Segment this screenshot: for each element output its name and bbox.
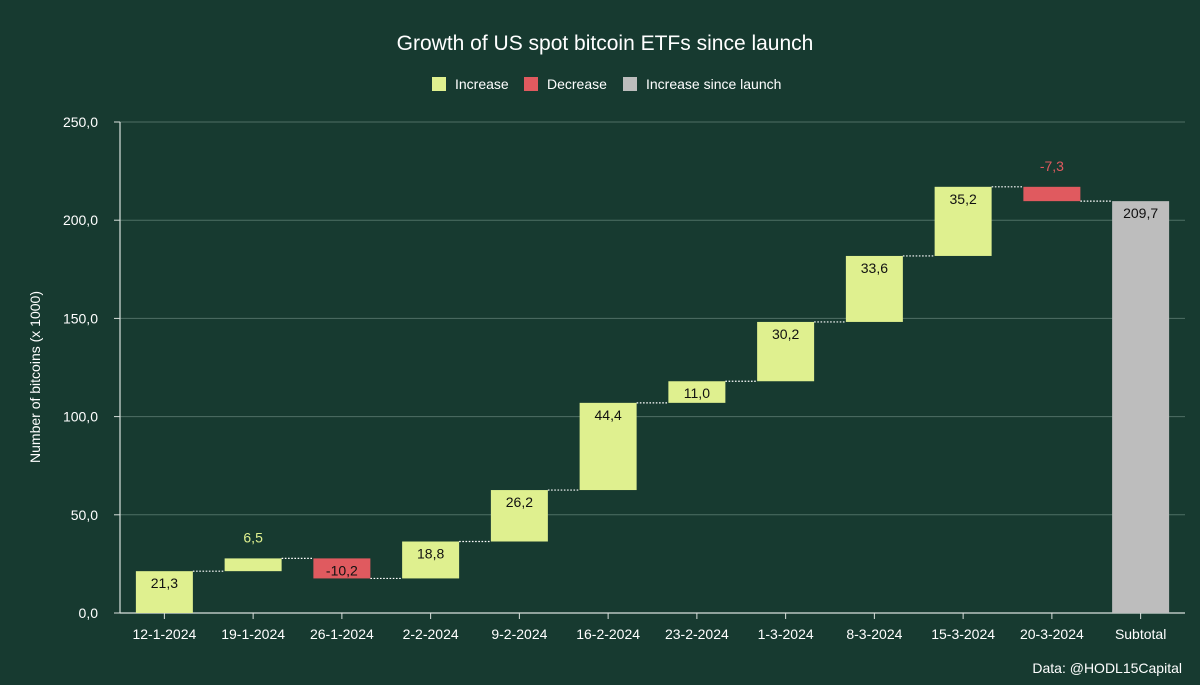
data-label: -10,2 — [326, 562, 358, 578]
legend-label: Increase since launch — [646, 76, 781, 92]
bar-increase — [668, 381, 726, 403]
data-label: 11,0 — [684, 385, 710, 401]
chart-title: Growth of US spot bitcoin ETFs since lau… — [397, 32, 814, 55]
data-label: 209,7 — [1123, 205, 1158, 221]
data-label: 44,4 — [595, 407, 622, 423]
data-label: 6,5 — [243, 529, 263, 545]
legend-label: Increase — [455, 76, 509, 92]
connector-lines — [192, 186, 1113, 580]
legend-swatch — [623, 77, 637, 91]
x-tick-label: Subtotal — [1115, 626, 1166, 642]
y-tick-label: 150,0 — [63, 310, 98, 326]
bar-increase — [757, 321, 815, 382]
data-label: 21,3 — [151, 575, 178, 591]
bar-increase — [579, 402, 637, 491]
data-label: 30,2 — [772, 326, 799, 342]
x-tick-label: 16-2-2024 — [576, 626, 640, 642]
legend-label: Decrease — [547, 76, 607, 92]
grid-lines — [120, 121, 1185, 614]
bar-increase — [845, 255, 903, 322]
x-tick-label: 19-1-2024 — [221, 626, 285, 642]
x-tick-label: 9-2-2024 — [491, 626, 547, 642]
x-tick-label: 23-2-2024 — [665, 626, 729, 642]
bar-increase — [934, 186, 992, 256]
bar-increase — [490, 490, 548, 542]
data-label: 35,2 — [950, 191, 977, 207]
x-tick-label: 15-3-2024 — [931, 626, 995, 642]
legend: Increase Decrease Increase since launch — [432, 76, 781, 92]
x-tick-label: 12-1-2024 — [132, 626, 196, 642]
bar-decrease — [313, 558, 371, 579]
data-label: 33,6 — [861, 260, 888, 276]
bar-total — [1112, 201, 1170, 613]
x-tick-label: 8-3-2024 — [846, 626, 902, 642]
x-tick-label: 1-3-2024 — [758, 626, 814, 642]
bar-decrease — [1023, 186, 1081, 202]
y-tick-label: 0,0 — [79, 605, 99, 621]
bar-increase — [135, 571, 193, 613]
bar-increase — [402, 541, 460, 579]
y-axis: 0,0 50,0 100,0 150,0 200,0 250,0 — [63, 114, 121, 621]
value-labels: 21,3 6,5 -10,2 18,8 26,2 44,4 11,0 30,2 33,6 35,2… — [151, 158, 1159, 591]
bar-increase — [224, 558, 282, 572]
x-axis: 12-1-2024 19-1-2024 26-1-2024 2-2-2024 9-2-2… — [132, 613, 1166, 642]
y-tick-label: 250,0 — [63, 114, 98, 130]
y-tick-label: 50,0 — [71, 507, 98, 523]
y-tick-label: 200,0 — [63, 212, 98, 228]
legend-swatch — [432, 77, 446, 91]
x-tick-label: 20-3-2024 — [1020, 626, 1084, 642]
x-tick-label: 2-2-2024 — [403, 626, 459, 642]
y-axis-label: Number of bitcoins (x 1000) — [27, 291, 43, 463]
data-label: -7,3 — [1040, 158, 1064, 174]
legend-swatch — [524, 77, 538, 91]
data-label: 26,2 — [506, 494, 533, 510]
x-tick-label: 26-1-2024 — [310, 626, 374, 642]
bars — [135, 186, 1170, 613]
data-label: 18,8 — [417, 546, 444, 562]
source-note: Data: @HODL15Capital — [1032, 660, 1182, 676]
y-tick-label: 100,0 — [63, 409, 98, 425]
